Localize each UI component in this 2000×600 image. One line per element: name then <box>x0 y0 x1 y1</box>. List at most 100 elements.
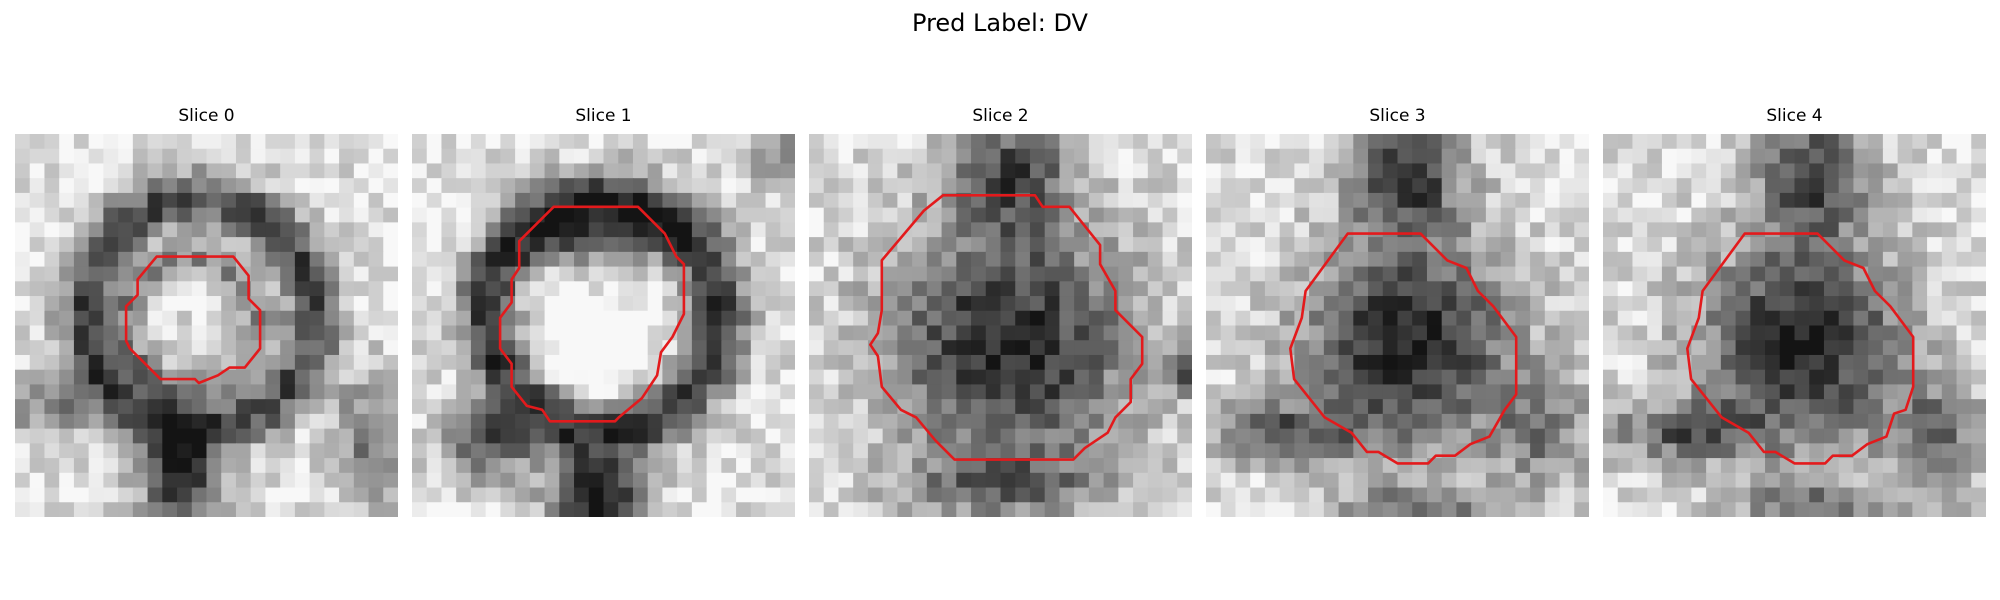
pixel <box>1441 472 1458 489</box>
pixel <box>1720 399 1737 415</box>
pixel <box>1647 163 1663 179</box>
pixel <box>691 443 708 459</box>
pixel <box>1412 251 1428 268</box>
pixel <box>691 296 708 312</box>
pixel <box>941 384 957 400</box>
pixel <box>1882 251 1899 268</box>
pixel <box>1897 178 1913 194</box>
pixel <box>368 354 384 371</box>
pixel <box>1412 384 1428 400</box>
pixel <box>1617 237 1634 253</box>
pixel <box>309 192 325 209</box>
pixel <box>1103 207 1119 223</box>
pixel <box>1250 428 1266 444</box>
pixel <box>1412 178 1428 194</box>
pixel <box>1720 487 1737 503</box>
pixel <box>324 428 340 444</box>
pixel <box>882 502 898 517</box>
pixel <box>1912 325 1928 341</box>
pixel <box>1868 384 1884 400</box>
pixel <box>1632 266 1648 282</box>
pixel <box>1059 237 1075 253</box>
pixel <box>1088 163 1105 179</box>
pixel <box>1441 428 1458 444</box>
pixel <box>1177 354 1192 371</box>
pixel <box>1779 399 1796 415</box>
pixel <box>1691 472 1707 489</box>
pixel <box>971 296 987 312</box>
pixel <box>250 296 267 312</box>
pixel <box>1779 192 1796 209</box>
pixel <box>1441 281 1458 297</box>
pixel <box>1059 207 1075 223</box>
pixel <box>515 472 531 489</box>
pixel <box>44 428 60 444</box>
pixel <box>1485 502 1502 517</box>
pixel <box>1000 472 1016 489</box>
pixel <box>280 237 296 253</box>
pixel <box>544 354 560 371</box>
pixel <box>1530 428 1546 444</box>
pixel <box>750 413 767 430</box>
pixel <box>324 354 340 371</box>
pixel <box>1838 472 1855 489</box>
pixel <box>867 354 884 371</box>
pixel <box>147 163 163 179</box>
slice-panel-3: Slice 3 <box>1206 105 1589 517</box>
pixel <box>1485 369 1502 386</box>
pixel <box>1309 458 1325 474</box>
pixel <box>897 148 913 165</box>
pixel <box>1971 487 1986 503</box>
pixel <box>677 325 693 341</box>
pixel <box>412 413 428 430</box>
pixel <box>809 237 825 253</box>
pixel <box>383 148 398 165</box>
pixel <box>1574 222 1589 238</box>
pixel <box>1206 399 1222 415</box>
pixel <box>632 266 649 282</box>
pixel <box>485 340 501 356</box>
pixel <box>191 207 208 223</box>
pixel <box>383 472 398 489</box>
pixel <box>1676 325 1692 341</box>
pixel <box>765 354 781 371</box>
pixel <box>618 222 634 238</box>
pixel <box>368 502 384 517</box>
pixel <box>677 340 693 356</box>
pixel <box>294 384 311 400</box>
pixel <box>1044 281 1061 297</box>
pixel <box>118 163 134 179</box>
pixel <box>750 340 767 356</box>
pixel <box>1118 325 1134 341</box>
pixel <box>1353 472 1369 489</box>
pixel <box>618 354 634 371</box>
pixel <box>132 325 149 341</box>
pixel <box>1720 207 1737 223</box>
pixel <box>588 192 605 209</box>
pixel <box>1323 134 1340 150</box>
pixel <box>1015 340 1031 356</box>
pixel <box>485 399 501 415</box>
pixel <box>485 413 501 430</box>
pixel <box>941 163 957 179</box>
pixel <box>853 399 869 415</box>
pixel <box>823 266 840 282</box>
pixel <box>1765 413 1781 430</box>
pixel <box>1323 472 1340 489</box>
pixel <box>206 222 222 238</box>
pixel <box>353 325 370 341</box>
pixel <box>456 458 472 474</box>
pixel <box>29 458 46 474</box>
pixel <box>441 148 457 165</box>
pixel <box>1147 384 1164 400</box>
pixel <box>1088 399 1105 415</box>
pixel <box>1250 443 1266 459</box>
pixel <box>647 458 664 474</box>
pixel <box>1676 472 1692 489</box>
pixel <box>383 310 398 327</box>
pixel <box>1868 163 1884 179</box>
pixel <box>221 207 237 223</box>
pixel <box>1103 340 1119 356</box>
pixel <box>956 134 972 150</box>
pixel <box>1397 251 1413 268</box>
